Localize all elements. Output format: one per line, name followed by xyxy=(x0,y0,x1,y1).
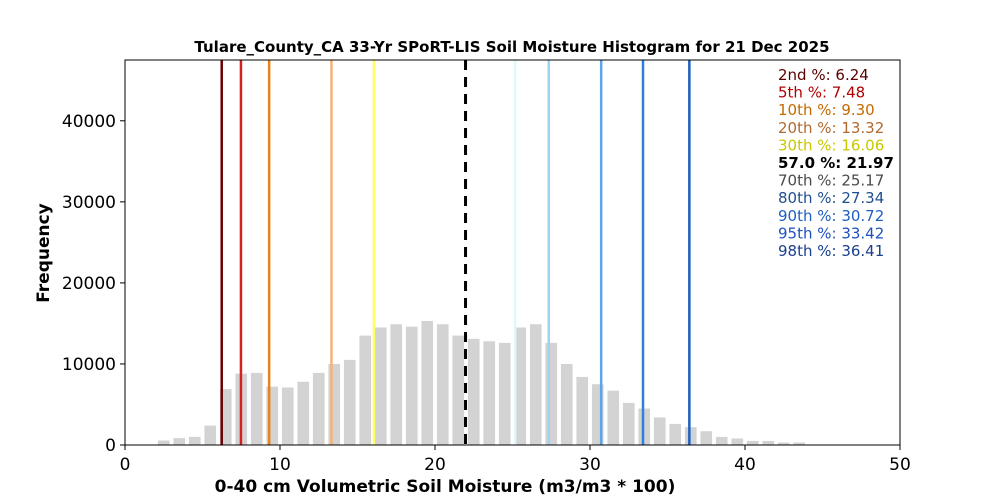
histogram-bar xyxy=(359,335,372,445)
histogram-bar xyxy=(436,324,449,445)
y-axis-label: Frequency xyxy=(34,203,54,303)
histogram-bar xyxy=(576,376,589,445)
x-axis-label: 0-40 cm Volumetric Soil Moisture (m3/m3 … xyxy=(215,477,676,497)
percentile-legend-entry: 10th %: 9.30 xyxy=(778,101,875,119)
histogram-bar xyxy=(266,386,279,445)
x-tick-label: 40 xyxy=(734,455,756,475)
histogram-bar xyxy=(607,390,620,445)
histogram-bar xyxy=(188,436,201,445)
histogram-bar xyxy=(483,341,496,445)
histogram-bar xyxy=(250,372,263,445)
percentile-legend-entry: 30th %: 16.06 xyxy=(778,136,884,154)
histogram-bar xyxy=(204,425,217,445)
histogram-bar xyxy=(529,324,542,445)
x-axis-ticks: 0 10 20 30 40 50 xyxy=(120,445,911,475)
histogram-bar xyxy=(684,427,697,445)
histogram-bar xyxy=(421,320,434,445)
percentile-legend-entry: 95th %: 33.42 xyxy=(778,224,884,242)
chart-title: Tulare_County_CA 33-Yr SPoRT-LIS Soil Mo… xyxy=(194,38,829,56)
histogram-bar xyxy=(297,381,310,445)
y-axis-ticks: 0 10000 20000 30000 40000 xyxy=(62,112,125,456)
histogram-bar xyxy=(545,342,558,445)
histogram-bar xyxy=(374,327,387,445)
x-tick-label: 0 xyxy=(120,455,131,475)
y-tick-label: 30000 xyxy=(62,193,116,213)
histogram-bar xyxy=(793,442,806,445)
histogram-bar xyxy=(762,440,775,445)
histogram-bar xyxy=(514,327,527,445)
histogram-bar xyxy=(219,389,232,445)
histogram-bar xyxy=(746,440,759,445)
x-tick-label: 50 xyxy=(889,455,911,475)
percentile-legend-entry: 2nd %: 6.24 xyxy=(778,66,869,84)
percentile-legend-entry: 80th %: 27.34 xyxy=(778,189,884,207)
histogram-bar xyxy=(700,431,713,445)
y-tick-label: 20000 xyxy=(62,274,116,294)
histogram-bar xyxy=(591,384,604,445)
percentile-legend-entry: 57.0 %: 21.97 xyxy=(778,154,894,172)
histogram-bar xyxy=(777,442,790,445)
histogram-bar xyxy=(622,402,635,445)
histogram-bar xyxy=(343,359,356,445)
percentile-legend-entry: 90th %: 30.72 xyxy=(778,207,884,225)
histogram-bar xyxy=(390,324,403,445)
histogram-bar xyxy=(669,423,682,445)
histogram-bar xyxy=(653,417,666,445)
histogram-bar xyxy=(498,342,511,445)
histogram-bars xyxy=(157,320,806,445)
plot-frame xyxy=(124,59,901,446)
histogram-bar xyxy=(157,440,170,445)
x-tick-label: 10 xyxy=(269,455,291,475)
histogram-bar xyxy=(467,338,480,445)
histogram-bar xyxy=(560,363,573,445)
histogram-bar xyxy=(405,326,418,445)
percentile-legend-entry: 70th %: 25.17 xyxy=(778,172,884,190)
x-tick-label: 20 xyxy=(424,455,446,475)
percentile-legend-entry: 5th %: 7.48 xyxy=(778,84,865,102)
y-tick-label: 10000 xyxy=(62,355,116,375)
x-tick-label: 30 xyxy=(579,455,601,475)
histogram-bar xyxy=(452,335,465,445)
percentile-legend-entry: 20th %: 13.32 xyxy=(778,119,884,137)
y-tick-label: 0 xyxy=(105,436,116,456)
histogram-bar xyxy=(173,438,186,445)
histogram-bar xyxy=(281,387,294,445)
histogram-bar xyxy=(328,363,341,445)
histogram-bar xyxy=(312,372,325,445)
percentile-legend-entry: 98th %: 36.41 xyxy=(778,242,884,260)
y-tick-label: 40000 xyxy=(62,112,116,132)
histogram-bar xyxy=(715,436,728,445)
percentile-lines xyxy=(220,60,691,445)
histogram-bar xyxy=(731,438,744,445)
